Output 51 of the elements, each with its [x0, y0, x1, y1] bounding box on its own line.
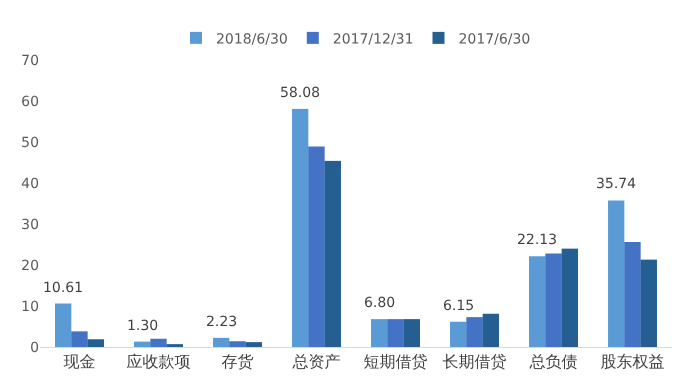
x-tick-label: 应收款项 — [126, 352, 190, 372]
bar — [450, 322, 466, 347]
legend-label: 2018/6/30 — [216, 31, 288, 48]
x-tick-label: 短期借贷 — [364, 352, 428, 372]
bar — [213, 338, 230, 347]
bar — [466, 317, 483, 347]
data-label: 2.23 — [206, 314, 238, 330]
y-tick-label: 60 — [21, 94, 39, 110]
bar — [624, 242, 641, 347]
y-tick-label: 0 — [30, 340, 39, 356]
data-label: 58.08 — [280, 85, 320, 101]
bar — [229, 341, 246, 347]
bar — [134, 342, 150, 347]
data-label: 6.15 — [443, 298, 474, 314]
y-tick-label: 40 — [21, 176, 39, 192]
legend-label: 2017/12/31 — [332, 31, 414, 48]
data-label: 6.80 — [364, 295, 396, 311]
bar — [371, 319, 388, 347]
x-tick-label: 存货 — [222, 352, 254, 372]
bar — [55, 304, 72, 347]
bar — [166, 344, 183, 347]
bar — [246, 342, 262, 347]
bar — [608, 200, 624, 347]
y-tick-label: 30 — [21, 216, 39, 233]
bar — [545, 254, 562, 347]
data-label: 22.13 — [517, 232, 558, 248]
bar — [324, 160, 341, 347]
y-tick-label: 20 — [21, 258, 39, 274]
x-tick-label: 股东权益 — [600, 352, 664, 372]
bar — [88, 339, 104, 347]
legend-label: 2017/6/30 — [458, 31, 530, 48]
x-tick-label: 现金 — [64, 352, 96, 372]
x-tick-label: 长期借贷 — [442, 352, 506, 372]
x-tick-label: 总资产 — [292, 352, 340, 372]
bar — [71, 331, 88, 347]
bar — [150, 338, 167, 347]
data-label: 1.30 — [127, 318, 158, 334]
bar — [387, 319, 404, 347]
data-label: 10.61 — [43, 280, 84, 296]
bar — [562, 248, 578, 347]
y-tick-label: 50 — [21, 134, 39, 151]
bar — [404, 319, 420, 347]
bar — [529, 256, 546, 347]
y-tick-label: 70 — [21, 52, 39, 69]
x-tick-label: 总负债 — [528, 352, 578, 372]
y-tick-label: 10 — [21, 298, 39, 315]
bar — [292, 108, 308, 347]
bar — [640, 260, 657, 347]
bar — [482, 314, 499, 347]
data-label: 35.74 — [596, 176, 636, 192]
bar — [308, 146, 325, 347]
